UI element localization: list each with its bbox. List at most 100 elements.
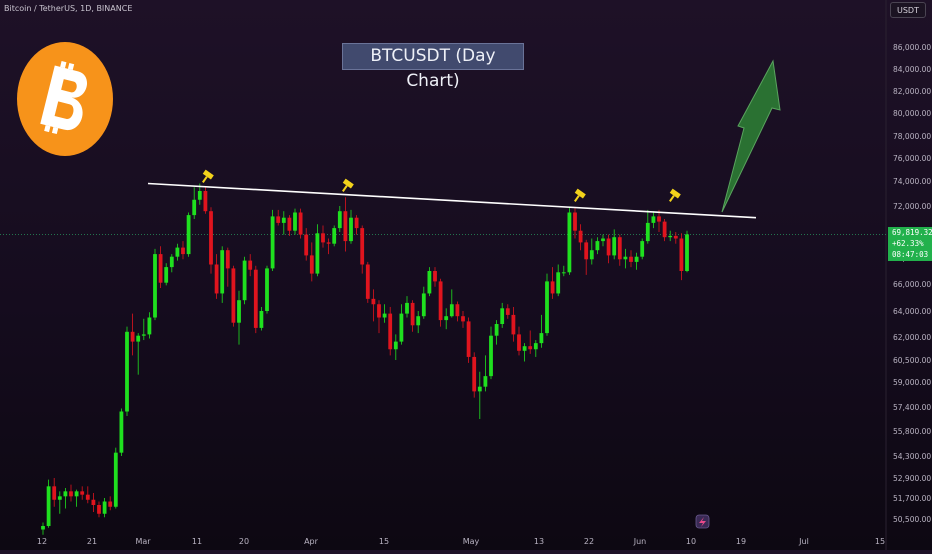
candle — [595, 237, 600, 255]
candle — [349, 209, 353, 244]
candle — [69, 484, 73, 502]
candle — [550, 267, 555, 299]
candle — [276, 209, 281, 226]
candle — [309, 242, 314, 282]
candle — [158, 246, 163, 289]
candle — [410, 300, 415, 332]
y-tick-label: 50,500.00 — [893, 515, 931, 524]
candle — [321, 225, 325, 248]
candle — [74, 489, 79, 507]
candle — [253, 265, 258, 334]
candle — [293, 208, 297, 235]
candle — [567, 207, 572, 275]
candle — [108, 496, 113, 511]
candle — [298, 208, 303, 239]
candle — [41, 522, 45, 535]
candle — [57, 491, 62, 514]
candle — [46, 479, 51, 528]
candle — [175, 243, 180, 261]
candle — [533, 340, 538, 357]
candle — [304, 228, 309, 261]
candle — [517, 326, 521, 356]
candle — [433, 267, 437, 287]
x-tick-label: May — [463, 537, 480, 546]
candle — [365, 261, 370, 303]
candle — [612, 229, 617, 260]
candle — [354, 215, 359, 235]
candle — [192, 187, 197, 219]
candle — [237, 290, 241, 345]
candle — [147, 312, 152, 339]
candle — [52, 478, 57, 507]
candle — [673, 232, 678, 244]
candle — [477, 371, 482, 419]
candle — [449, 289, 454, 318]
candle — [438, 278, 443, 327]
candle — [617, 234, 622, 266]
candle — [186, 212, 191, 257]
candle — [528, 330, 533, 354]
candle — [332, 225, 337, 247]
candles-group — [41, 183, 689, 535]
candle — [203, 186, 208, 214]
candle — [466, 317, 471, 363]
candle — [545, 273, 549, 336]
bar-countdown: 08:47:03 — [892, 250, 929, 259]
candle — [427, 267, 432, 297]
resistance-trendline[interactable] — [147, 182, 757, 219]
y-tick-label: 84,000.00 — [893, 65, 931, 74]
candle — [393, 334, 398, 360]
lightning-icon[interactable] — [695, 514, 710, 529]
candle — [578, 224, 583, 251]
y-tick-label: 76,000.00 — [893, 154, 931, 163]
x-tick-label: 10 — [686, 537, 696, 546]
candle — [377, 300, 381, 334]
currency-button[interactable]: USDT — [890, 2, 926, 18]
candle — [248, 254, 253, 277]
x-tick-label: 19 — [736, 537, 746, 546]
candle — [455, 301, 460, 322]
candle — [220, 246, 225, 303]
chart-title: BTCUSDT (Day Chart) — [342, 43, 524, 91]
candle — [113, 447, 118, 509]
candle — [360, 225, 365, 274]
candle — [444, 308, 449, 330]
candle — [511, 306, 516, 342]
candle — [80, 486, 85, 500]
candle — [589, 238, 594, 265]
y-tick-label: 54,300.00 — [893, 452, 931, 461]
candle — [657, 209, 661, 232]
candle — [125, 326, 129, 416]
y-tick-label: 82,000.00 — [893, 87, 931, 96]
candle — [337, 206, 342, 232]
candle — [500, 302, 505, 328]
candle — [472, 352, 477, 398]
candle — [601, 234, 605, 247]
symbol-label: Bitcoin / TetherUS, 1D, BINANCE — [4, 4, 133, 13]
y-tick-label: 55,800.00 — [893, 427, 931, 436]
candle — [522, 343, 527, 362]
candle — [668, 230, 673, 242]
candle — [371, 289, 376, 322]
candle — [181, 241, 185, 260]
candle — [629, 250, 633, 268]
candle — [164, 263, 169, 286]
candle — [225, 247, 230, 287]
y-tick-label: 86,000.00 — [893, 43, 931, 52]
candle — [91, 493, 96, 512]
x-tick-label: 12 — [37, 537, 47, 546]
candle — [539, 314, 544, 348]
candle — [556, 264, 561, 297]
y-tick-label: 60,500.00 — [893, 356, 931, 365]
candle — [561, 265, 566, 277]
x-axis: 12 21 Mar 11 20 Apr 15 May 13 22 Jun 10 19 Jul 15 — [37, 537, 885, 546]
green-arrow-icon — [721, 59, 781, 213]
flag-icon — [202, 169, 214, 183]
x-tick-label: 15 — [379, 537, 389, 546]
candle — [231, 265, 236, 327]
candle — [405, 296, 409, 318]
x-tick-label: 15 — [875, 537, 885, 546]
y-tick-label: 57,400.00 — [893, 403, 931, 412]
